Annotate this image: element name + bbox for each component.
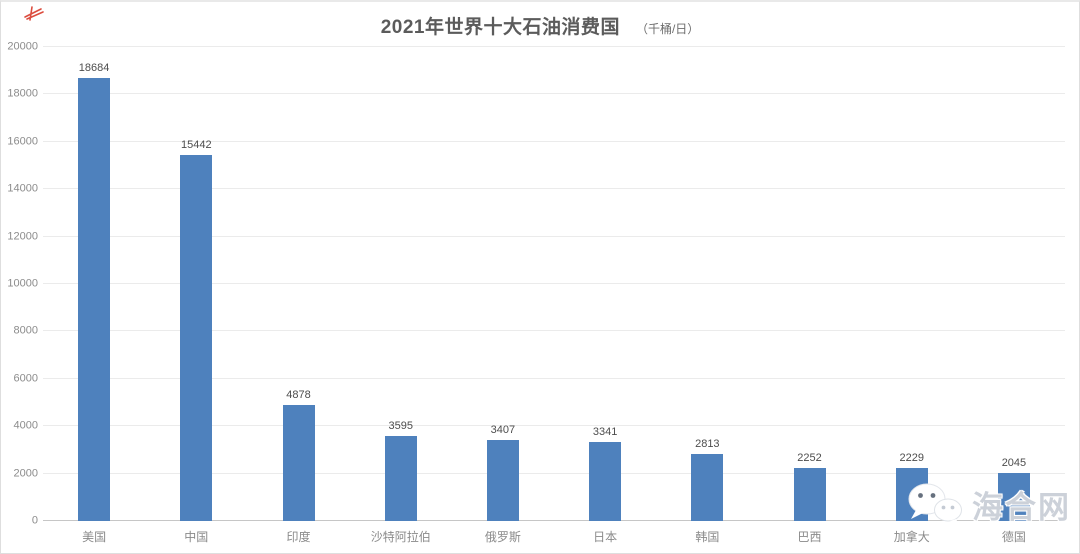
y-tick-label: 8000 <box>13 324 38 337</box>
x-axis: 美国 中国 印度 沙特阿拉伯 俄罗斯 日本 韩国 巴西 加拿大 德国 <box>43 522 1065 553</box>
bar-value-label: 18684 <box>78 62 110 75</box>
y-tick-label: 6000 <box>13 372 38 385</box>
bar-slot: 3341 <box>554 47 656 521</box>
bar-slot: 2252 <box>758 47 860 521</box>
y-tick-label: 2000 <box>13 467 38 480</box>
bar <box>691 454 724 521</box>
wechat-icon <box>908 483 962 526</box>
category-label: 韩国 <box>695 530 720 544</box>
gridline <box>43 330 1065 332</box>
gridline <box>43 188 1065 190</box>
bar-value-label: 4878 <box>286 389 311 402</box>
bar-slot: 18684 <box>43 47 145 521</box>
bar-value-label: 15442 <box>181 139 212 152</box>
gridline <box>43 46 1065 47</box>
category-label: 沙特阿拉伯 <box>370 530 431 544</box>
bar-slot: 2813 <box>656 47 758 521</box>
category-label: 美国 <box>82 530 107 544</box>
category-label: 加拿大 <box>893 530 930 544</box>
gridline <box>43 377 1065 379</box>
plot-area: 18684 15442 4878 3595 3407 3341 2813 2252 2229 20… <box>43 46 1065 521</box>
bar-slot: 15442 <box>145 47 247 521</box>
red-pen-mark <box>24 6 44 21</box>
bar-slot: 4878 <box>247 47 349 521</box>
gridline <box>43 235 1065 237</box>
y-tick-label: 16000 <box>7 135 38 148</box>
bar-value-label: 3407 <box>490 424 516 437</box>
bars-container: 18684 15442 4878 3595 3407 3341 2813 2252 2229 20… <box>43 47 1065 521</box>
category-label: 印度 <box>286 530 311 544</box>
bar-value-label: 2813 <box>695 438 720 451</box>
gridline <box>43 425 1065 427</box>
bar <box>180 155 213 521</box>
gridline <box>43 283 1065 284</box>
bar-slot: 3595 <box>350 47 452 521</box>
chart-title: 2021年世界十大石油消费国 <box>380 17 620 38</box>
x-axis-line <box>43 520 1065 521</box>
chart-unit-label: （千桶/日） <box>635 22 700 36</box>
bar-slot: 2045 <box>963 47 1065 521</box>
category-label: 中国 <box>184 530 209 544</box>
bar-value-label: 3341 <box>592 425 618 438</box>
chart-title-row: 2021年世界十大石油消费国 （千桶/日） <box>1 12 1079 39</box>
bar <box>78 78 111 521</box>
gridlines <box>43 46 1065 521</box>
bar-value-label: 2252 <box>797 451 822 464</box>
bar-value-label: 3595 <box>388 419 413 432</box>
watermark-text: 海合网 <box>972 489 1071 525</box>
bar-value-label: 2229 <box>899 452 924 465</box>
y-tick-label: 18000 <box>7 87 38 100</box>
y-tick-label: 20000 <box>7 40 38 53</box>
bar <box>282 405 315 521</box>
bar <box>486 440 519 521</box>
y-tick-label: 0 <box>31 514 38 527</box>
y-axis: 0 2000 4000 6000 8000 10000 12000 14000 16000 180… <box>1 41 38 526</box>
category-label: 巴西 <box>797 530 822 544</box>
bar-slot: 2229 <box>861 47 963 521</box>
gridline <box>43 93 1065 95</box>
y-tick-label: 12000 <box>7 230 38 243</box>
y-tick-label: 4000 <box>13 419 38 432</box>
bar <box>997 472 1030 521</box>
bar <box>384 435 417 521</box>
bar-slot: 3407 <box>452 47 554 521</box>
watermark: 海合网 <box>904 478 1071 530</box>
bar-value-label: 2045 <box>1001 456 1027 469</box>
gridline <box>43 472 1065 474</box>
y-tick-label: 14000 <box>7 182 38 195</box>
y-tick-label: 10000 <box>7 277 38 290</box>
category-label: 德国 <box>1001 530 1026 544</box>
gridline <box>43 140 1065 142</box>
bar <box>793 467 826 521</box>
bar <box>589 441 622 521</box>
category-label: 俄罗斯 <box>484 530 521 544</box>
category-label: 日本 <box>593 530 618 544</box>
